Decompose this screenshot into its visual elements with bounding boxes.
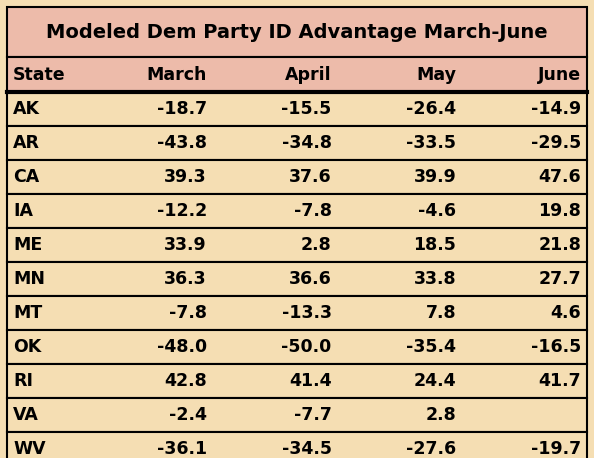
Text: 36.3: 36.3 <box>165 270 207 288</box>
Text: VA: VA <box>13 406 39 424</box>
Text: RI: RI <box>13 372 33 390</box>
Text: -36.1: -36.1 <box>157 440 207 458</box>
Text: State: State <box>13 65 65 83</box>
Bar <box>7 432 587 458</box>
Bar <box>7 57 587 92</box>
Bar <box>7 262 587 296</box>
Text: 27.7: 27.7 <box>538 270 581 288</box>
Text: -14.9: -14.9 <box>531 100 581 118</box>
Text: -7.8: -7.8 <box>169 304 207 322</box>
Text: -33.5: -33.5 <box>406 134 456 152</box>
Text: 4.6: 4.6 <box>551 304 581 322</box>
Bar <box>7 126 587 160</box>
Text: -13.3: -13.3 <box>282 304 331 322</box>
Text: -2.4: -2.4 <box>169 406 207 424</box>
Bar <box>7 364 587 398</box>
Text: -48.0: -48.0 <box>157 338 207 356</box>
Text: -26.4: -26.4 <box>406 100 456 118</box>
Text: -29.5: -29.5 <box>531 134 581 152</box>
Text: 42.8: 42.8 <box>164 372 207 390</box>
Text: 36.6: 36.6 <box>289 270 331 288</box>
Bar <box>7 194 587 228</box>
Text: CA: CA <box>13 168 39 186</box>
Bar <box>7 92 587 126</box>
Text: -34.5: -34.5 <box>282 440 331 458</box>
Text: MT: MT <box>13 304 42 322</box>
Bar <box>7 7 587 57</box>
Text: -43.8: -43.8 <box>157 134 207 152</box>
Text: MN: MN <box>13 270 45 288</box>
Text: 39.3: 39.3 <box>165 168 207 186</box>
Text: 19.8: 19.8 <box>538 202 581 220</box>
Text: 33.9: 33.9 <box>165 236 207 254</box>
Text: 41.4: 41.4 <box>289 372 331 390</box>
Bar <box>7 296 587 330</box>
Text: OK: OK <box>13 338 41 356</box>
Text: 2.8: 2.8 <box>425 406 456 424</box>
Text: -4.6: -4.6 <box>418 202 456 220</box>
Text: -15.5: -15.5 <box>282 100 331 118</box>
Text: 37.6: 37.6 <box>289 168 331 186</box>
Bar <box>7 160 587 194</box>
Text: WV: WV <box>13 440 46 458</box>
Text: -19.7: -19.7 <box>531 440 581 458</box>
Text: April: April <box>285 65 331 83</box>
Text: -34.8: -34.8 <box>282 134 331 152</box>
Bar <box>7 330 587 364</box>
Text: -35.4: -35.4 <box>406 338 456 356</box>
Text: ME: ME <box>13 236 42 254</box>
Text: -16.5: -16.5 <box>531 338 581 356</box>
Text: 7.8: 7.8 <box>426 304 456 322</box>
Text: June: June <box>538 65 581 83</box>
Text: 24.4: 24.4 <box>413 372 456 390</box>
Text: Modeled Dem Party ID Advantage March-June: Modeled Dem Party ID Advantage March-Jun… <box>46 22 548 42</box>
Bar <box>7 228 587 262</box>
Text: 21.8: 21.8 <box>538 236 581 254</box>
Text: -7.8: -7.8 <box>293 202 331 220</box>
Text: 2.8: 2.8 <box>301 236 331 254</box>
Text: AR: AR <box>13 134 40 152</box>
Bar <box>7 398 587 432</box>
Text: -18.7: -18.7 <box>157 100 207 118</box>
Text: -50.0: -50.0 <box>282 338 331 356</box>
Text: 41.7: 41.7 <box>538 372 581 390</box>
Text: -12.2: -12.2 <box>157 202 207 220</box>
Text: 18.5: 18.5 <box>413 236 456 254</box>
Text: 33.8: 33.8 <box>413 270 456 288</box>
Text: AK: AK <box>13 100 40 118</box>
Text: 47.6: 47.6 <box>538 168 581 186</box>
Text: IA: IA <box>13 202 33 220</box>
Text: -27.6: -27.6 <box>406 440 456 458</box>
Text: March: March <box>147 65 207 83</box>
Text: -7.7: -7.7 <box>293 406 331 424</box>
Text: May: May <box>416 65 456 83</box>
Text: 39.9: 39.9 <box>413 168 456 186</box>
